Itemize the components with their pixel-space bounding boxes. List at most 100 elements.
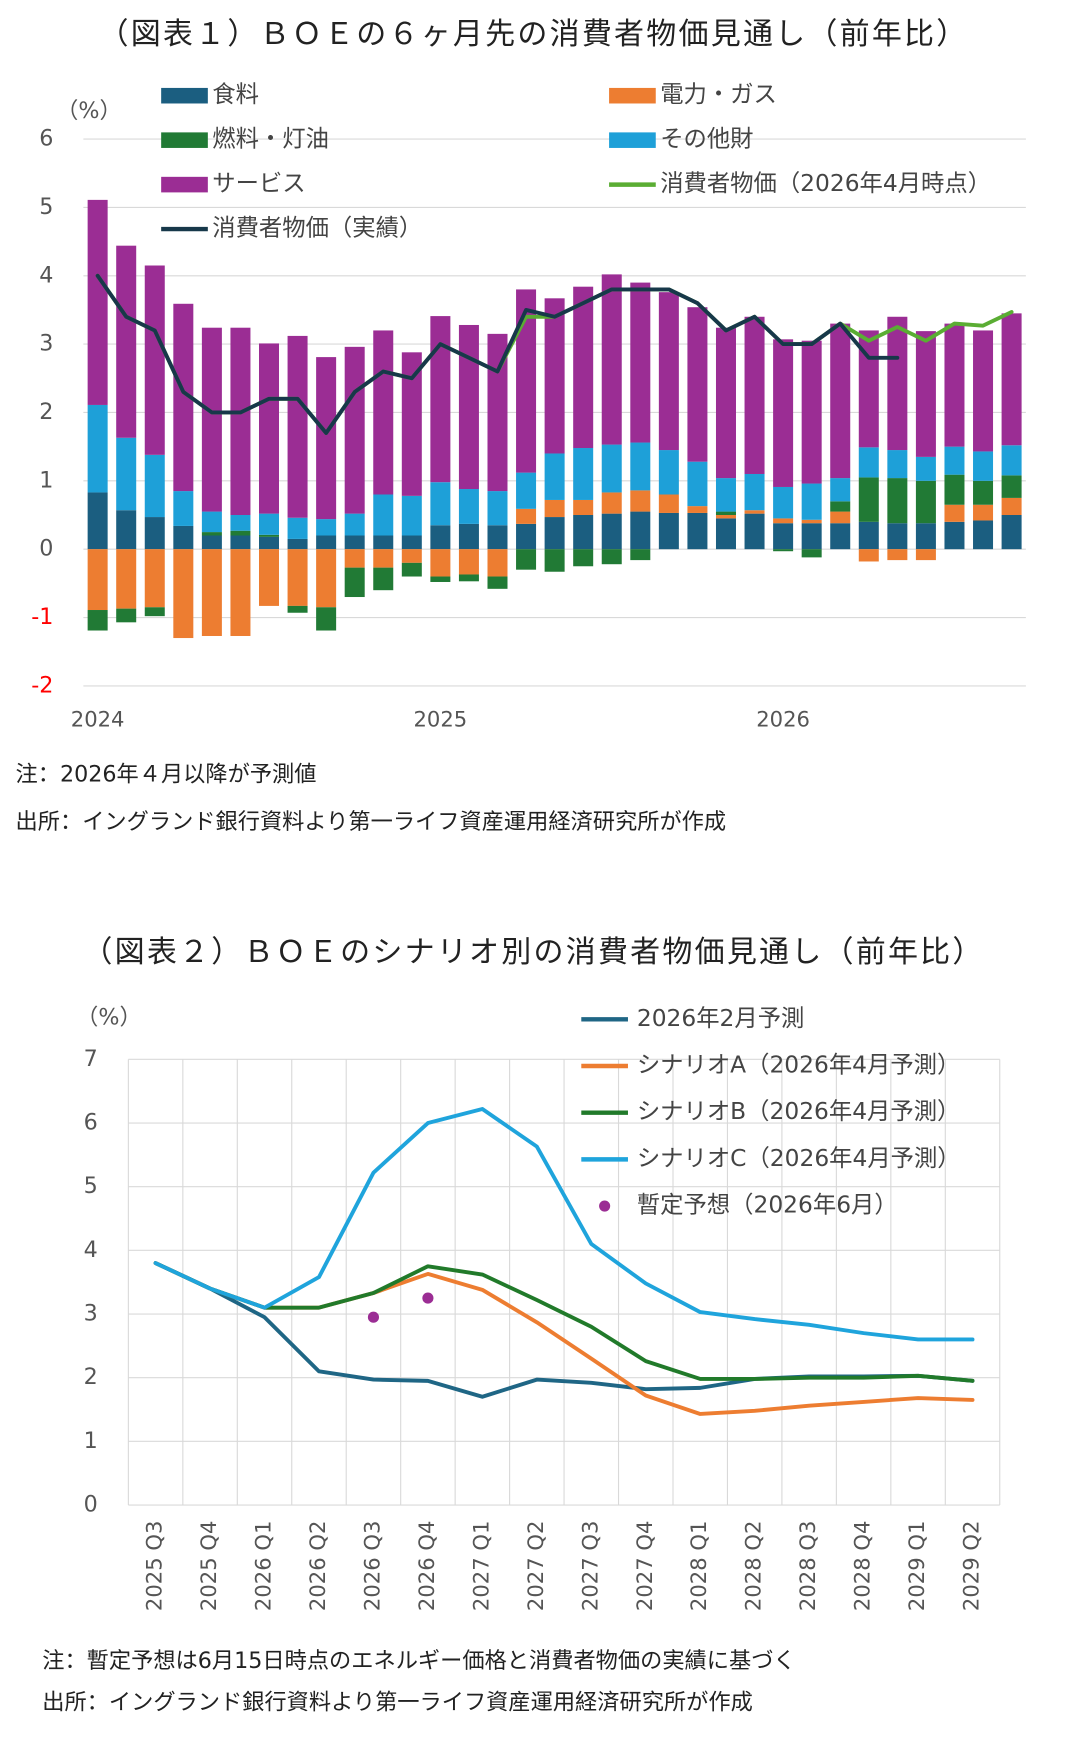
bar-segment [715, 511, 736, 515]
bar-segment [744, 513, 765, 550]
bar-segment [144, 265, 165, 455]
bar-segment [259, 343, 280, 514]
bar-segment [344, 346, 365, 514]
note: 注：2026年４月以降が予測値 [16, 761, 317, 787]
y-tick-label: 5 [39, 194, 53, 220]
bar-segment [887, 316, 908, 451]
bar-segment [973, 504, 994, 521]
bar-segment [230, 327, 251, 515]
bar-segment [544, 453, 565, 500]
bar-segment [573, 549, 594, 567]
bar-segment [801, 519, 822, 524]
y-tick-label: 3 [39, 331, 53, 357]
bar-segment [487, 333, 508, 492]
x-tick-label: 2026 Q3 [359, 1521, 384, 1611]
bar-segment [316, 519, 337, 536]
bar-segment [487, 576, 508, 589]
bar-segment [544, 499, 565, 518]
bar-segment [658, 494, 679, 513]
scatter-point [422, 1292, 434, 1304]
bar-segment [830, 478, 851, 502]
legend-label: 暫定予想（2026年6月） [637, 1191, 898, 1219]
bar-segment [915, 549, 936, 561]
bar-segment [316, 607, 337, 631]
bar-segment [201, 327, 222, 512]
bar-segment [830, 323, 851, 479]
bar-segment [430, 525, 451, 550]
y-tick-label: 7 [84, 1046, 98, 1072]
x-tick-label: 2027 Q3 [577, 1521, 602, 1611]
bar-segment [544, 517, 565, 550]
bar-segment [487, 525, 508, 550]
bar-segment [230, 514, 251, 531]
bar-segment [1001, 497, 1022, 515]
bar-segment [544, 549, 565, 572]
bar-segment [173, 525, 194, 550]
bar-segment [1001, 313, 1022, 446]
bar-segment [601, 444, 622, 493]
scatter-point [367, 1311, 380, 1323]
y-tick-label: 4 [39, 262, 53, 288]
bar-segment [144, 454, 165, 518]
bar-segment [601, 549, 622, 565]
bar-segment [87, 549, 108, 611]
bar-segment [201, 532, 222, 536]
source: 出所：イングランド銀行資料より第一ライフ資産運用経済研究所が作成 [42, 1689, 753, 1715]
bar-segment [230, 535, 251, 550]
legend-label: 2026年2月予測 [637, 1004, 805, 1032]
bar-segment [316, 535, 337, 550]
bar-segment [373, 494, 394, 536]
bar-segment [430, 316, 451, 483]
legend-label: 消費者物価（2026年4月時点） [660, 169, 991, 197]
line-series [153, 1261, 975, 1383]
bar-segment [773, 549, 794, 552]
bar-segment [344, 549, 365, 568]
bar-segment [887, 523, 908, 550]
bar-segment [87, 492, 108, 550]
bar-segment [430, 482, 451, 526]
bar-segment [858, 477, 879, 522]
bar-segment [173, 303, 194, 492]
bar-segment [801, 340, 822, 484]
bar-segment [116, 549, 137, 609]
bar-segment [601, 513, 622, 550]
y-tick-label: 6 [39, 126, 53, 152]
legend-label: シナリオB（2026年4月予測） [637, 1097, 961, 1125]
bar-segment [801, 523, 822, 550]
bar-segment [573, 514, 594, 550]
bar-segment [630, 282, 651, 443]
bar-segment [458, 549, 479, 575]
y-tick-label: -1 [31, 604, 53, 630]
bar-segment [973, 480, 994, 505]
bar-segment [687, 512, 708, 550]
bar-segment [573, 286, 594, 449]
bar-segment [687, 506, 708, 513]
legend-swatch [609, 132, 656, 148]
x-tick-label: 2026 Q1 [251, 1521, 276, 1611]
y-tick-label: 3 [84, 1301, 98, 1327]
bar-segment [201, 535, 222, 550]
bar-segment [658, 512, 679, 550]
bar-segment [944, 521, 965, 550]
bar-segment [201, 511, 222, 533]
y-tick-label: 5 [84, 1173, 98, 1199]
bar-segment [687, 307, 708, 462]
x-tick-label: 2026 Q4 [414, 1521, 439, 1611]
bar-segment [830, 501, 851, 512]
note: 注：暫定予想は6月15日時点のエネルギー価格と消費者物価の実績に基づく [42, 1648, 795, 1674]
x-tick-label: 2027 Q2 [523, 1521, 548, 1611]
bar-segment [744, 316, 765, 474]
legend-label: シナリオC（2026年4月予測） [637, 1144, 961, 1172]
bar-segment [373, 549, 394, 568]
bar-segment [373, 535, 394, 550]
y-tick-label: 4 [84, 1237, 98, 1263]
bar-segment [401, 562, 422, 577]
y-tick-label: 6 [84, 1110, 98, 1136]
x-tick-label: 2025 Q4 [196, 1521, 221, 1611]
bar-segment [373, 567, 394, 591]
x-tick-label: 2029 Q2 [959, 1521, 984, 1611]
bar-segment [401, 352, 422, 496]
bar-segment [658, 450, 679, 495]
bar-segment [430, 576, 451, 582]
bar-segment [715, 478, 736, 512]
